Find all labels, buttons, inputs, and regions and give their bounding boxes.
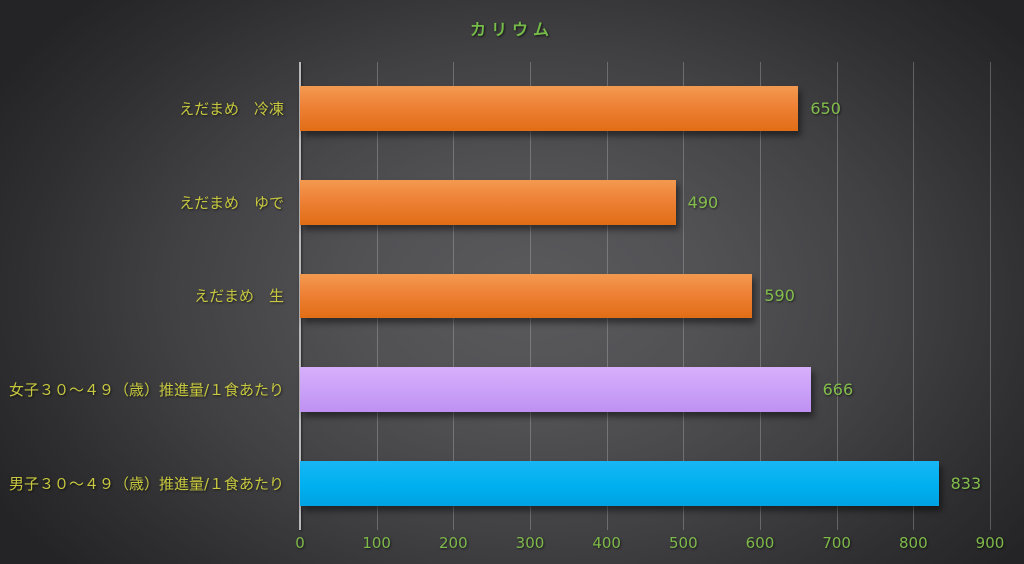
category-axis-labels: えだまめ 冷凍 えだまめ ゆでえだまめ 生女子３０～４９（歳）推進量/１食あたり男… (0, 62, 292, 530)
x-tick-label: 400 (592, 534, 621, 552)
x-axis-labels: 0 100 200 300 400 500 600 700 800 900 (295, 534, 1004, 558)
x-tick-label: 700 (822, 534, 851, 552)
x-tick-label: 600 (745, 534, 775, 552)
bar-value-label: 650 (810, 99, 841, 119)
gridline-900 (990, 62, 991, 530)
category-label: えだまめ 生 (194, 287, 284, 306)
category-label: 女子３０～４９（歳）推進量/１食あたり (8, 381, 284, 400)
chart-title: カリウム (469, 20, 554, 39)
gridline-600 (760, 62, 761, 530)
x-tick-label: 300 (515, 534, 545, 552)
bar-orange (300, 179, 676, 225)
bar-row: 590 (300, 249, 990, 343)
bar-value-label: 590 (764, 286, 795, 306)
gridline-800 (913, 62, 915, 530)
category-label: えだまめ ゆで (179, 193, 284, 212)
bar-value-label: 666 (822, 380, 854, 400)
category-label: えだまめ 冷凍 (179, 100, 284, 119)
x-tick-label: 800 (899, 534, 928, 552)
bar-row: 833 (300, 436, 990, 530)
bar-orange (300, 273, 753, 319)
bar-row: 666 (300, 343, 990, 437)
bar-blue (300, 460, 939, 506)
x-tick-label: 100 (362, 534, 391, 552)
category-label: 男子３０～４９（歳）推進量/１食あたり (8, 474, 284, 493)
x-tick-label: 900 (975, 534, 1005, 552)
bar-row: 650 (300, 62, 990, 156)
x-tick-label: 200 (439, 534, 468, 552)
x-tick-label: 500 (669, 534, 698, 552)
plot-area: 650 490 590 666 833 (299, 62, 991, 530)
bar-orange (300, 86, 799, 132)
bar-row: 490 (300, 156, 990, 250)
x-tick-label: 0 (295, 534, 305, 552)
bar-value-label: 490 (687, 192, 719, 212)
bar-value-label: 833 (950, 473, 982, 493)
bar-purple (300, 367, 811, 413)
gridline-700 (836, 62, 838, 530)
